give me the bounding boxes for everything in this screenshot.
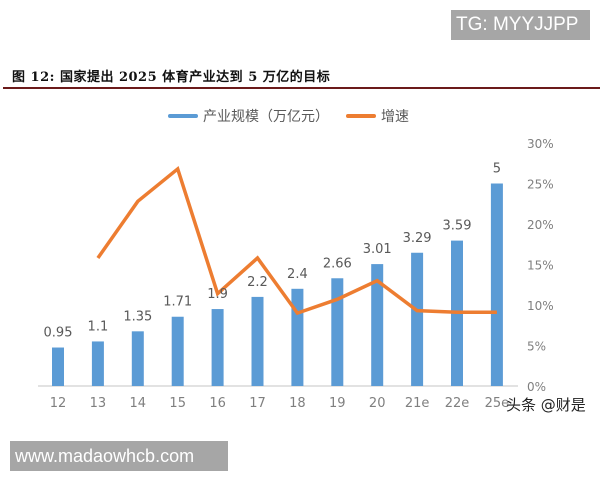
x-tick-label: 21e [405, 396, 430, 411]
watermark-tg-badge: TG: MYYJJPP [451, 10, 590, 40]
bar [52, 347, 64, 386]
legend-label-line: 增速 [381, 109, 409, 125]
x-tick-label: 25e [485, 396, 510, 411]
bar [251, 296, 264, 386]
y-right-tick-label: 20% [527, 218, 554, 232]
bar [211, 309, 224, 386]
y-right-tick-label: 30% [527, 137, 554, 151]
bar [371, 264, 384, 386]
bar-value-label: 2.66 [323, 256, 352, 271]
bar-value-label: 3.29 [403, 231, 432, 246]
legend-label-bar: 产业规模（万亿元） [203, 109, 329, 125]
title-divider [3, 87, 600, 89]
x-tick-label: 13 [90, 396, 107, 411]
x-tick-label: 19 [329, 396, 346, 411]
bar-value-label: 2.4 [287, 267, 308, 282]
x-tick-label: 16 [209, 396, 226, 411]
bar-value-label: 1.1 [88, 319, 109, 334]
bar-value-label: 3.59 [443, 219, 472, 234]
watermark-url: www.madaowhcb.com [10, 441, 228, 471]
bar [291, 288, 304, 386]
y-right-tick-label: 5% [527, 340, 546, 354]
bar-value-label: 2.2 [247, 275, 268, 290]
bar-value-label: 1.71 [163, 295, 192, 310]
bar-value-label: 3.01 [363, 242, 392, 257]
bar-value-label: 1.9 [207, 287, 228, 302]
x-tick-label: 15 [169, 396, 186, 411]
bar [171, 316, 184, 386]
legend-swatch-bar [168, 114, 198, 118]
legend-item-line: 增速 [346, 104, 409, 128]
y-right-tick-label: 25% [527, 178, 554, 192]
x-tick-label: 18 [289, 396, 306, 411]
bar-value-label: 0.95 [44, 326, 73, 341]
bar-value-label: 1.35 [123, 309, 152, 324]
figure-title: 图 12: 国家提出 2025 体育产业达到 5 万亿的目标 [12, 70, 331, 85]
x-tick-label: 12 [50, 396, 67, 411]
bar-value-label: 5 [493, 162, 501, 177]
bar [331, 278, 344, 386]
y-right-tick-label: 15% [527, 259, 554, 273]
x-tick-label: 14 [130, 396, 147, 411]
y-right-tick-label: 10% [527, 299, 554, 313]
growth-line [96, 165, 497, 316]
bar [91, 341, 104, 386]
x-tick-label: 22e [445, 396, 470, 411]
x-tick-label: 20 [369, 396, 386, 411]
legend-swatch-line [346, 114, 376, 118]
watermark-source: 头条 @财是 [506, 396, 586, 414]
bar [411, 252, 424, 386]
bar [490, 183, 503, 386]
legend-item-bar: 产业规模（万亿元） [168, 104, 329, 128]
x-tick-label: 17 [249, 396, 266, 411]
chart-legend: 产业规模（万亿元） 增速 [0, 104, 600, 128]
bar [131, 331, 144, 386]
y-right-tick-label: 0% [527, 380, 546, 394]
